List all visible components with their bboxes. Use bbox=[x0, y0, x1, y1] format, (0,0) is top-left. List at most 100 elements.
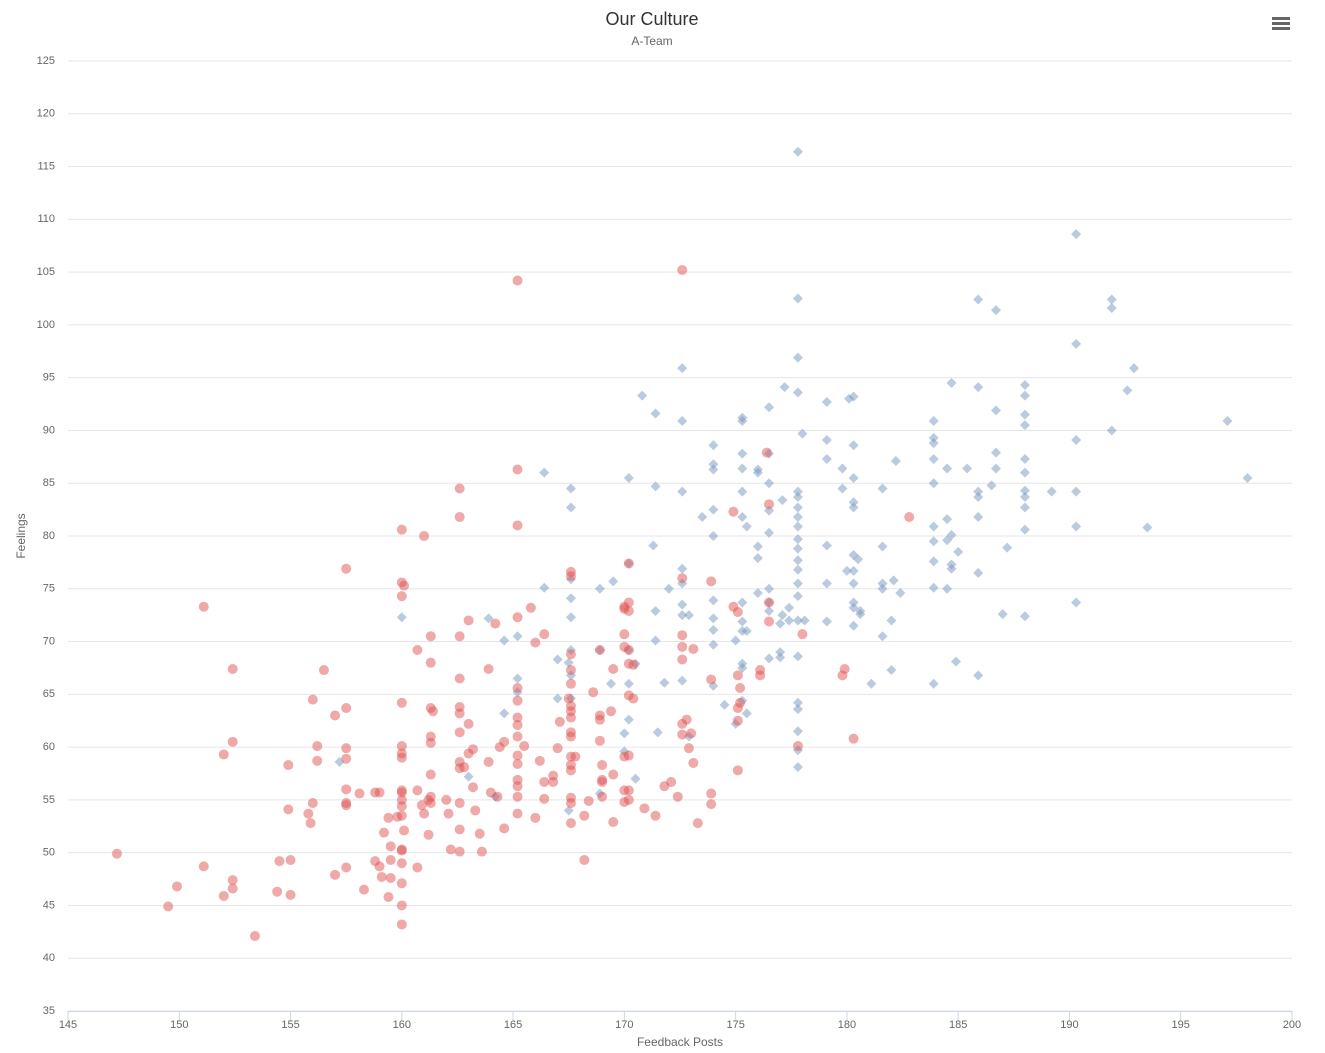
point bbox=[597, 760, 608, 771]
point bbox=[412, 785, 423, 796]
point bbox=[741, 626, 752, 636]
point bbox=[928, 415, 939, 426]
point bbox=[986, 480, 997, 491]
x-tick-label: 145 bbox=[59, 1019, 77, 1031]
point bbox=[683, 743, 694, 754]
point bbox=[512, 683, 523, 693]
point bbox=[1046, 486, 1057, 497]
point bbox=[792, 512, 803, 522]
point bbox=[454, 708, 465, 719]
point bbox=[677, 630, 688, 641]
point bbox=[512, 781, 523, 792]
point bbox=[737, 486, 748, 497]
point bbox=[997, 609, 1008, 620]
point bbox=[512, 750, 523, 761]
point bbox=[396, 787, 407, 798]
point bbox=[459, 762, 470, 773]
point bbox=[396, 810, 407, 821]
point bbox=[1019, 611, 1030, 622]
point bbox=[341, 862, 352, 873]
point bbox=[677, 363, 688, 374]
point bbox=[697, 512, 708, 522]
point bbox=[425, 737, 436, 748]
y-tick-label: 65 bbox=[43, 688, 55, 700]
x-tick-label: 170 bbox=[615, 1019, 633, 1031]
point bbox=[677, 415, 688, 426]
point bbox=[552, 743, 563, 754]
point bbox=[650, 408, 661, 419]
point bbox=[468, 782, 479, 793]
point bbox=[534, 755, 545, 766]
point bbox=[946, 377, 957, 388]
point bbox=[1071, 229, 1082, 240]
point bbox=[379, 827, 390, 838]
point bbox=[797, 428, 808, 439]
y-tick-label: 75 bbox=[43, 583, 55, 595]
point bbox=[443, 808, 454, 819]
point bbox=[755, 670, 766, 681]
menu-button[interactable] bbox=[1268, 10, 1294, 36]
point bbox=[399, 580, 410, 591]
point bbox=[597, 776, 608, 787]
point bbox=[565, 712, 576, 723]
point bbox=[848, 597, 859, 608]
point bbox=[565, 731, 576, 742]
point bbox=[463, 615, 474, 626]
point bbox=[1071, 338, 1082, 349]
point bbox=[991, 305, 1002, 316]
y-tick-label: 70 bbox=[43, 635, 55, 647]
point bbox=[454, 846, 465, 857]
point bbox=[628, 659, 639, 670]
point bbox=[376, 871, 387, 882]
point bbox=[272, 886, 283, 897]
point bbox=[396, 591, 407, 602]
point bbox=[895, 588, 906, 598]
point bbox=[853, 554, 864, 565]
point bbox=[677, 265, 688, 275]
point bbox=[512, 695, 523, 706]
point bbox=[172, 881, 183, 892]
point bbox=[512, 808, 523, 819]
point bbox=[855, 609, 866, 620]
point bbox=[307, 694, 318, 705]
point bbox=[412, 862, 423, 873]
point bbox=[227, 736, 238, 747]
point bbox=[928, 556, 939, 567]
point bbox=[973, 294, 984, 305]
point bbox=[512, 719, 523, 730]
point bbox=[1106, 294, 1117, 305]
point bbox=[672, 791, 683, 802]
point bbox=[594, 645, 605, 655]
point bbox=[792, 146, 803, 157]
point bbox=[312, 755, 323, 766]
point bbox=[732, 607, 743, 617]
point bbox=[681, 714, 692, 725]
point bbox=[606, 706, 617, 717]
point bbox=[227, 883, 238, 894]
point bbox=[777, 610, 788, 621]
point bbox=[227, 875, 238, 886]
point bbox=[677, 675, 688, 686]
point bbox=[383, 812, 394, 823]
point bbox=[396, 801, 407, 812]
point bbox=[779, 382, 790, 393]
point bbox=[476, 846, 487, 857]
point bbox=[454, 824, 465, 835]
point bbox=[330, 869, 341, 880]
point bbox=[548, 776, 559, 787]
y-tick-label: 80 bbox=[43, 530, 55, 542]
point bbox=[677, 573, 688, 584]
point bbox=[928, 438, 939, 449]
point bbox=[752, 467, 763, 478]
y-tick-label: 85 bbox=[43, 477, 55, 489]
point bbox=[307, 798, 318, 809]
point bbox=[396, 845, 407, 856]
point bbox=[732, 765, 743, 776]
point bbox=[728, 506, 739, 517]
point bbox=[848, 565, 859, 576]
point bbox=[737, 616, 748, 627]
point bbox=[565, 678, 576, 689]
menu-line bbox=[1272, 22, 1290, 25]
point bbox=[775, 618, 786, 629]
